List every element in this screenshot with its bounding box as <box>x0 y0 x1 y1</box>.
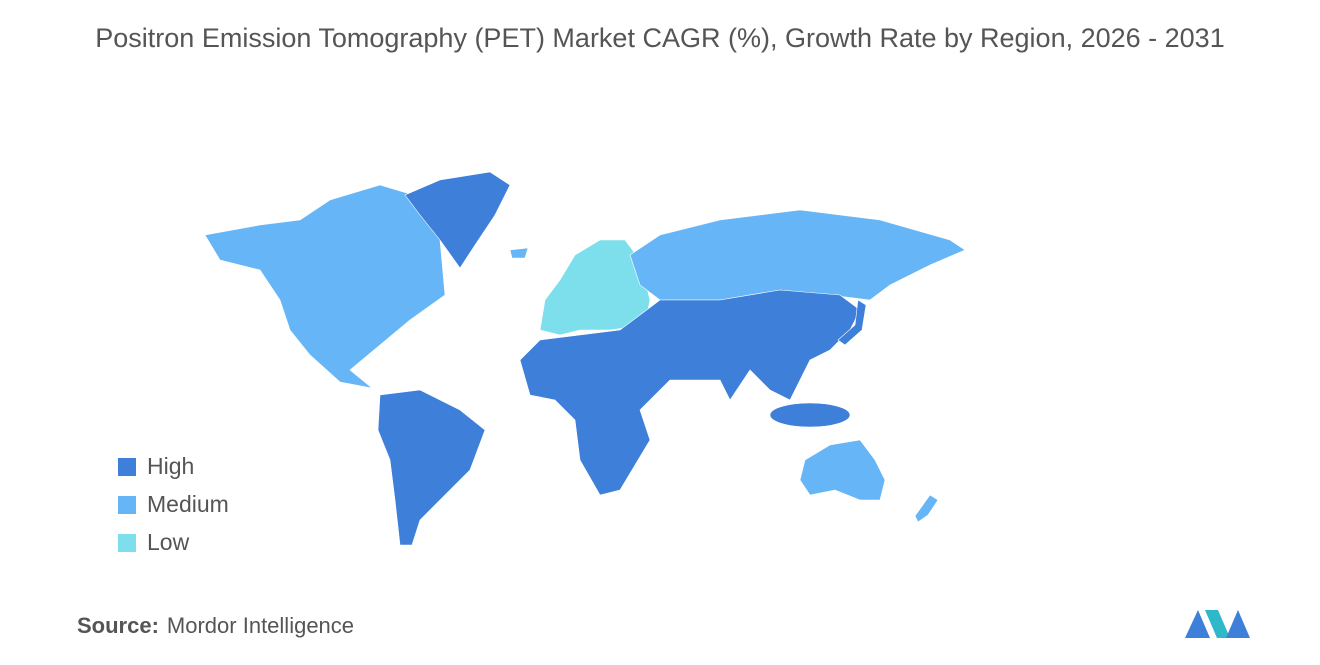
legend-swatch <box>118 495 136 514</box>
new-zealand <box>914 494 939 523</box>
south-america <box>377 389 486 546</box>
legend-label: Low <box>147 529 190 555</box>
source: Source: Mordor Intelligence <box>77 613 354 639</box>
legend-item: Medium <box>118 491 229 518</box>
indonesia <box>769 402 851 428</box>
africa-asia <box>519 289 861 496</box>
russia <box>629 209 966 301</box>
source-label: Source: <box>77 613 159 638</box>
australia <box>799 439 886 501</box>
north-america <box>204 184 446 389</box>
japan <box>837 299 867 346</box>
legend-label: High <box>147 453 195 479</box>
legend-label: Medium <box>147 491 229 517</box>
source-text: Mordor Intelligence <box>166 613 355 638</box>
legend-swatch <box>118 533 136 552</box>
iceland <box>509 247 529 259</box>
legend-swatch <box>118 457 136 476</box>
greenland <box>404 171 511 269</box>
title: Positron Emission Tomography (PET) Marke… <box>95 23 1225 53</box>
legend-item: High <box>118 453 194 480</box>
logo <box>1185 610 1250 638</box>
legend-item: Low <box>118 529 189 556</box>
